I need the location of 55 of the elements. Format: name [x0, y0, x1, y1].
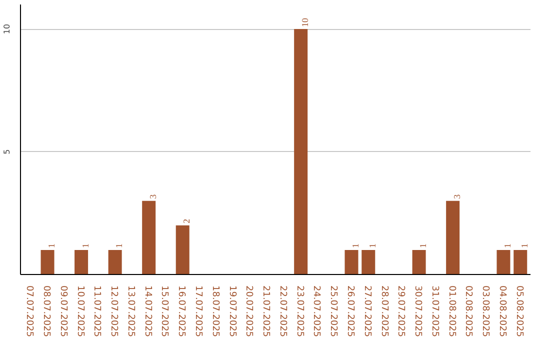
x-tick-label: 31.07.2025	[429, 286, 440, 338]
x-tick-label: 26.07.2025	[344, 286, 355, 338]
bar	[446, 200, 460, 274]
bar	[108, 250, 122, 274]
data-label: 2	[182, 218, 192, 224]
x-tick-label: 21.07.2025	[260, 286, 271, 338]
x-tick-label: 01.08.2025	[446, 286, 456, 338]
data-label: 10	[300, 18, 310, 28]
x-tick-label: 09.07.2025	[58, 286, 68, 338]
x-tick-label: 19.07.2025	[226, 286, 237, 338]
data-label: 1	[114, 243, 124, 248]
x-tick-label: 22.07.2025	[277, 286, 288, 338]
bar	[496, 250, 510, 274]
x-tick-label: 20.07.2025	[244, 286, 254, 338]
x-tick-label: 08.07.2025	[41, 286, 52, 338]
x-tick-label: 10.07.2025	[74, 286, 85, 338]
y-tick-label: 5	[2, 149, 12, 154]
x-tick-label: 15.07.2025	[159, 286, 170, 338]
x-tick-label: 25.07.2025	[328, 286, 338, 338]
x-tick-label: 11.07.2025	[92, 286, 102, 338]
x-tick-label: 12.07.2025	[108, 286, 119, 338]
data-label: 1	[418, 243, 428, 248]
x-tick-label: 23.07.2025	[294, 286, 304, 338]
bar	[294, 29, 308, 274]
x-tick-label: 03.08.2025	[480, 286, 490, 338]
bar	[412, 250, 426, 274]
bar	[74, 250, 88, 274]
data-label: 3	[148, 194, 158, 199]
x-tick-label: 17.07.2025	[193, 286, 204, 338]
bar	[176, 225, 190, 274]
x-tick-label: 02.08.2025	[463, 286, 474, 338]
data-label: 3	[452, 194, 462, 199]
bar	[362, 250, 376, 274]
x-tick-label: 14.07.2025	[142, 286, 152, 338]
data-label: 1	[350, 243, 360, 248]
bar	[344, 250, 358, 274]
x-tick-label: 28.07.2025	[378, 286, 389, 338]
data-label: 1	[502, 243, 512, 248]
x-tick-label: 04.08.2025	[496, 286, 507, 338]
data-label: 1	[519, 243, 530, 248]
x-tick-label: 27.07.2025	[362, 286, 372, 338]
x-tick-label: 13.07.2025	[125, 286, 136, 338]
data-label: 1	[367, 243, 378, 248]
data-label: 1	[80, 243, 90, 248]
x-tick-label: 18.07.2025	[210, 286, 220, 338]
bar	[514, 250, 528, 274]
x-tick-label: 24.07.2025	[311, 286, 322, 338]
x-tick-label: 30.07.2025	[412, 286, 423, 338]
x-tick-label: 05.08.2025	[514, 286, 524, 338]
bar	[40, 250, 54, 274]
x-tick-label: 29.07.2025	[396, 286, 406, 338]
data-label: 1	[46, 243, 57, 248]
x-tick-label: 07.07.2025	[24, 286, 34, 338]
bar	[142, 200, 156, 274]
x-tick-label: 16.07.2025	[176, 286, 186, 338]
